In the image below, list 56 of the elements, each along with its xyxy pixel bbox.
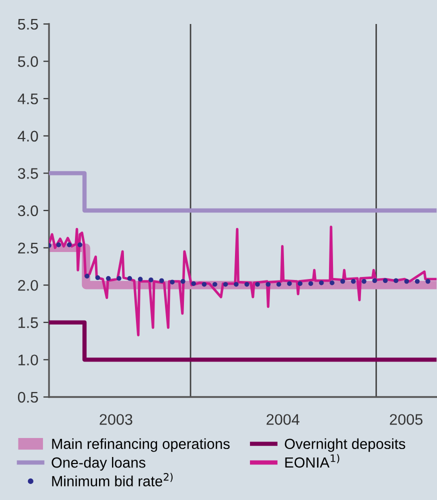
legend-label: Overnight deposits [284, 438, 406, 452]
point [180, 278, 186, 284]
point [330, 280, 334, 286]
y-tick-label: 2.5 [18, 242, 38, 254]
point [362, 278, 366, 284]
point [56, 242, 62, 248]
y-tick-label: 4.5 [18, 94, 38, 104]
y-tick-label: 5.5 [18, 19, 38, 30]
y-tick-label: 4.0 [18, 130, 38, 142]
line-series [49, 226, 437, 336]
y-tick-label: 2.0 [18, 280, 38, 291]
point [255, 282, 260, 287]
point [266, 282, 271, 287]
point [426, 278, 430, 284]
point [414, 278, 420, 284]
point [308, 281, 314, 286]
point [350, 278, 356, 284]
point [106, 276, 111, 281]
point [84, 274, 90, 279]
point [159, 278, 164, 284]
point [170, 280, 175, 285]
point [372, 278, 378, 284]
x-tick-label: 2005 [390, 414, 422, 425]
y-tick-label: 0.5 [18, 392, 38, 403]
point [340, 278, 346, 284]
point [138, 276, 143, 282]
point [404, 278, 410, 284]
point [382, 278, 388, 284]
point [298, 281, 302, 286]
y-tick-label: 3.0 [18, 205, 38, 216]
point [191, 281, 196, 286]
y-tick-label: 3.5 [18, 168, 38, 179]
y-tick-label: 1.0 [18, 354, 38, 366]
point [78, 242, 82, 248]
point [95, 275, 100, 280]
point [276, 282, 282, 287]
point [127, 276, 132, 281]
legend-label: EONIA$^{1)}$ [285, 454, 340, 468]
legend-label: One-day loans [52, 457, 146, 471]
point [223, 282, 228, 287]
point [66, 242, 72, 248]
legend-label: Main refinancing operations [52, 438, 230, 452]
x-tick-label: 2004 [266, 414, 300, 425]
point [394, 278, 398, 284]
point [244, 282, 250, 287]
legend-label: Minimum bid rate$^{2)}$ [52, 472, 173, 486]
x-tick-label: 2003 [100, 414, 132, 425]
point [234, 282, 239, 287]
point [116, 276, 122, 281]
y-tick-label: 5.0 [18, 56, 38, 67]
point [287, 281, 292, 286]
point [148, 277, 154, 282]
y-tick-label: 1.5 [18, 317, 38, 328]
point [319, 280, 324, 286]
point [202, 282, 207, 287]
point [212, 282, 218, 287]
